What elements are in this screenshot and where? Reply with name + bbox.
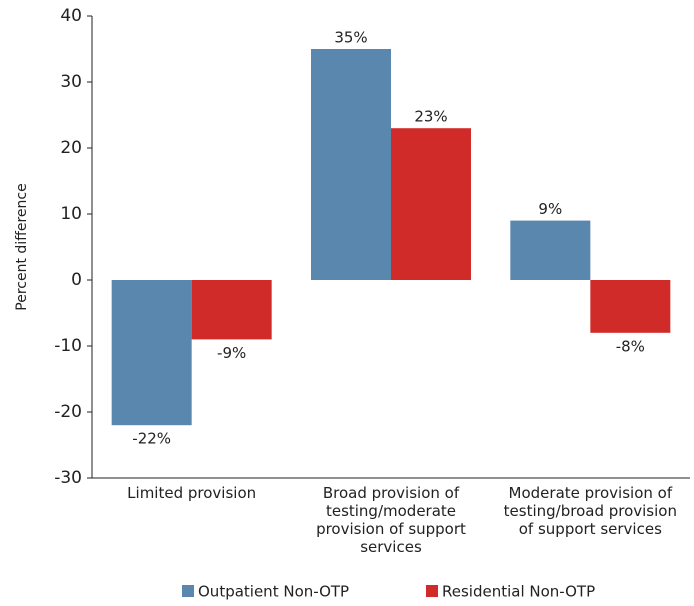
y-tick-label: -30	[54, 468, 82, 488]
value-label: 9%	[538, 200, 562, 218]
value-label: -22%	[132, 430, 171, 448]
x-tick-label: Moderate provision of testing/broad prov…	[503, 484, 677, 538]
bar	[391, 128, 471, 280]
legend-swatch	[182, 585, 194, 597]
x-tick-label: Broad provision of testing/moderate prov…	[316, 484, 466, 556]
legend-swatch	[426, 585, 438, 597]
value-label: 35%	[334, 29, 367, 47]
y-tick-label: 20	[60, 138, 82, 158]
bar	[311, 49, 391, 280]
value-label: -9%	[217, 344, 246, 362]
bar	[191, 280, 272, 340]
y-axis-label: Percent difference	[14, 183, 30, 310]
legend-label: Outpatient Non-OTP	[198, 583, 349, 601]
x-tick-label-box: Broad provision of testing/moderate prov…	[316, 484, 466, 556]
legend-label: Residential Non-OTP	[442, 583, 595, 601]
y-tick-label: -20	[54, 402, 82, 422]
bar	[510, 220, 591, 280]
y-tick-label: 10	[60, 204, 82, 224]
value-label: 23%	[414, 108, 447, 126]
bar	[590, 280, 671, 333]
y-tick-label: -10	[54, 336, 82, 356]
bar	[111, 280, 192, 426]
y-tick-label: 0	[71, 270, 82, 290]
x-tick-label: Limited provision	[127, 484, 257, 502]
y-tick-label: 30	[60, 72, 82, 92]
value-label: -8%	[616, 337, 645, 355]
x-tick-label-box: Moderate provision of testing/broad prov…	[503, 484, 677, 538]
y-tick-label: 40	[60, 6, 82, 26]
x-tick-label-box: Limited provision	[127, 484, 257, 502]
